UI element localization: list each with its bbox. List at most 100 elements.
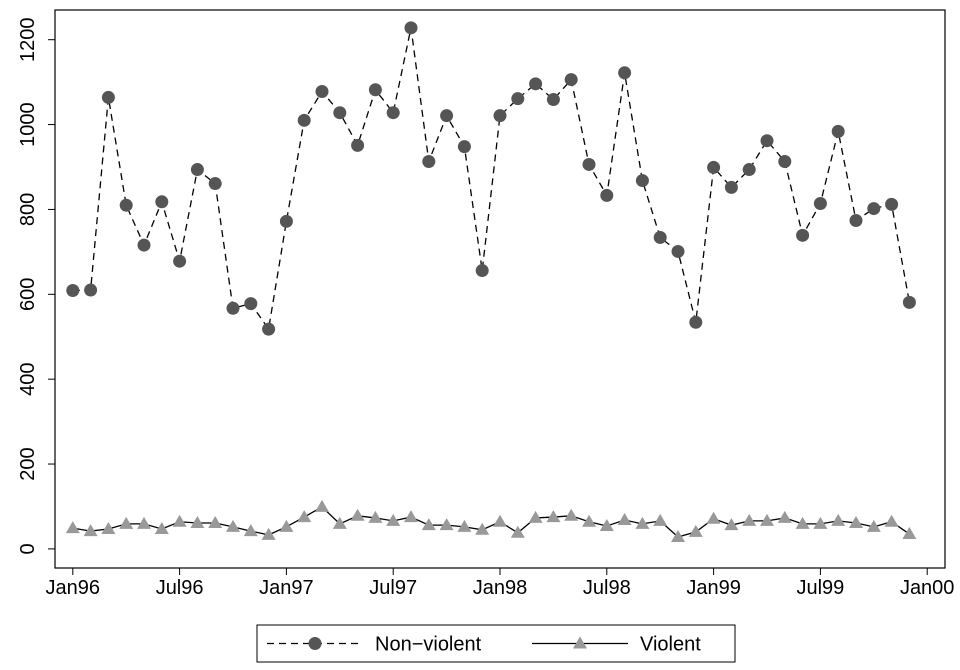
- marker: [724, 518, 739, 531]
- legend-marker: [308, 637, 322, 650]
- marker: [65, 521, 80, 534]
- marker: [795, 516, 810, 529]
- marker: [386, 513, 401, 526]
- y-tick-label: 0: [17, 543, 39, 554]
- marker: [297, 113, 311, 127]
- marker: [440, 109, 454, 123]
- marker: [582, 514, 596, 527]
- marker: [742, 513, 757, 526]
- marker: [635, 174, 649, 188]
- marker: [386, 106, 400, 120]
- marker: [635, 516, 650, 529]
- x-tick-label: Jan97: [259, 577, 314, 599]
- marker: [208, 177, 222, 191]
- marker: [564, 508, 579, 521]
- marker: [155, 195, 169, 209]
- marker: [493, 109, 507, 123]
- marker: [813, 196, 827, 210]
- marker: [778, 154, 792, 168]
- marker: [173, 254, 187, 268]
- marker: [618, 66, 632, 80]
- marker: [599, 518, 614, 531]
- marker: [368, 510, 383, 523]
- marker: [333, 106, 347, 120]
- legend-label: Violent: [640, 634, 701, 656]
- marker: [671, 244, 685, 258]
- legend: Non−violent Violent: [256, 624, 736, 663]
- x-tick-label: Jan96: [46, 577, 101, 599]
- marker: [66, 283, 80, 297]
- marker: [760, 513, 774, 526]
- marker: [137, 238, 151, 252]
- marker: [243, 524, 258, 537]
- x-tick-label: Jul96: [156, 577, 204, 599]
- marker: [279, 214, 293, 228]
- marker: [884, 514, 899, 527]
- marker: [190, 163, 204, 177]
- marker: [208, 516, 223, 529]
- marker: [528, 510, 543, 523]
- marker: [226, 519, 240, 532]
- marker: [83, 524, 98, 537]
- marker: [867, 202, 881, 216]
- legend-label: Non−violent: [375, 634, 482, 656]
- marker: [404, 21, 418, 35]
- marker: [475, 522, 490, 535]
- marker: [742, 163, 756, 177]
- marker: [529, 77, 543, 91]
- x-tick-label: Jan98: [473, 577, 528, 599]
- x-tick-label: Jul98: [583, 577, 631, 599]
- marker: [172, 514, 187, 527]
- marker: [244, 297, 258, 311]
- y-tick-label: 1000: [17, 102, 39, 147]
- marker: [546, 510, 561, 523]
- plot-frame: [54, 9, 946, 569]
- marker: [101, 90, 115, 104]
- legend-marker: [573, 636, 587, 649]
- marker: [351, 138, 365, 152]
- x-tick-label: Jul99: [796, 577, 844, 599]
- marker: [653, 513, 668, 526]
- marker: [439, 518, 454, 531]
- marker: [813, 516, 828, 529]
- marker: [600, 188, 614, 202]
- marker: [849, 213, 863, 227]
- marker: [724, 180, 738, 194]
- marker: [368, 83, 382, 97]
- y-tick-label: 800: [17, 193, 39, 226]
- marker: [866, 519, 881, 532]
- marker: [84, 283, 98, 297]
- marker: [404, 510, 418, 523]
- marker: [457, 519, 472, 532]
- marker: [707, 160, 721, 174]
- marker: [226, 301, 240, 315]
- series-line: [72, 27, 911, 331]
- marker: [510, 525, 525, 538]
- marker: [902, 527, 917, 540]
- marker: [902, 295, 916, 309]
- y-tick-label: 600: [17, 278, 39, 311]
- marker: [421, 518, 436, 531]
- marker: [617, 513, 632, 526]
- marker: [688, 524, 703, 537]
- marker: [511, 92, 525, 106]
- marker: [493, 514, 507, 527]
- legend-box: [256, 624, 736, 663]
- marker: [457, 140, 471, 154]
- x-tick-label: Jan99: [686, 577, 741, 599]
- marker: [350, 508, 365, 521]
- marker: [190, 516, 205, 529]
- marker: [777, 510, 792, 523]
- marker: [796, 228, 810, 242]
- y-tick-label: 1200: [17, 17, 39, 62]
- marker: [760, 134, 774, 148]
- marker: [101, 521, 116, 534]
- marker: [671, 530, 685, 543]
- marker: [475, 264, 489, 278]
- marker: [564, 73, 578, 87]
- marker: [119, 516, 134, 529]
- marker: [315, 84, 329, 98]
- marker: [279, 519, 294, 532]
